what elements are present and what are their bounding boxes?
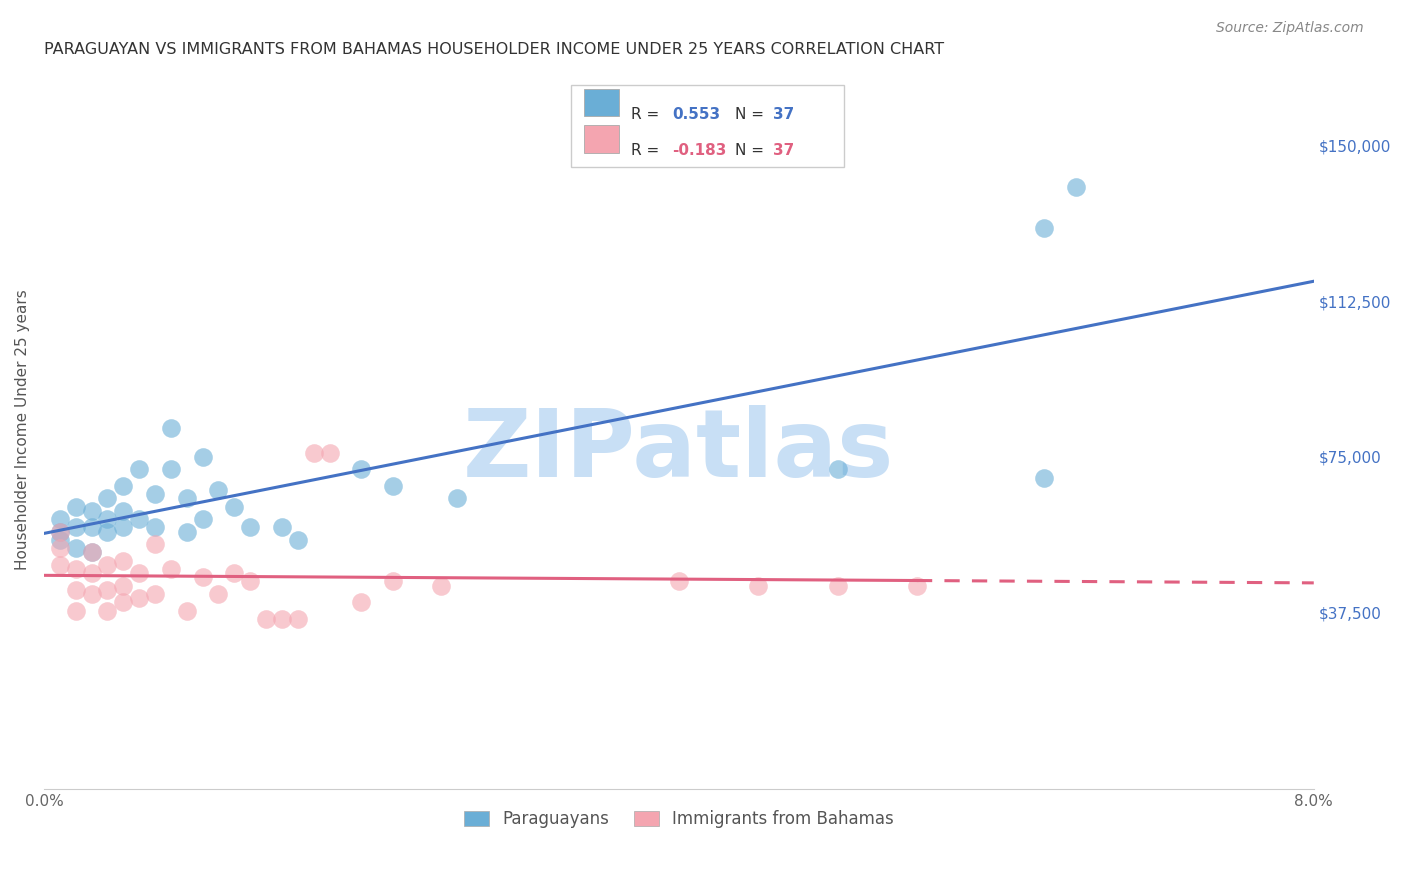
- Point: [112, 520, 135, 534]
- Text: N =: N =: [735, 107, 769, 122]
- Point: [287, 533, 309, 547]
- Text: Source: ZipAtlas.com: Source: ZipAtlas.com: [1216, 21, 1364, 35]
- Point: [254, 612, 277, 626]
- Text: N =: N =: [735, 144, 769, 159]
- Point: [224, 566, 246, 581]
- Point: [65, 520, 87, 534]
- Point: [827, 462, 849, 476]
- Point: [49, 533, 72, 547]
- Point: [49, 541, 72, 556]
- Text: R =: R =: [630, 107, 664, 122]
- Text: PARAGUAYAN VS IMMIGRANTS FROM BAHAMAS HOUSEHOLDER INCOME UNDER 25 YEARS CORRELAT: PARAGUAYAN VS IMMIGRANTS FROM BAHAMAS HO…: [44, 42, 943, 57]
- Point: [160, 462, 183, 476]
- Point: [65, 582, 87, 597]
- Point: [128, 512, 150, 526]
- Point: [382, 574, 405, 589]
- Point: [143, 487, 166, 501]
- Point: [160, 562, 183, 576]
- Point: [80, 545, 103, 559]
- Point: [905, 579, 928, 593]
- Text: -0.183: -0.183: [672, 144, 727, 159]
- Point: [112, 504, 135, 518]
- Point: [128, 462, 150, 476]
- Text: 37: 37: [773, 107, 794, 122]
- Point: [128, 566, 150, 581]
- Point: [65, 541, 87, 556]
- Point: [80, 504, 103, 518]
- Text: ZIPatlas: ZIPatlas: [463, 405, 894, 498]
- Point: [65, 562, 87, 576]
- Point: [239, 520, 262, 534]
- Point: [112, 579, 135, 593]
- Point: [143, 587, 166, 601]
- Point: [176, 603, 198, 617]
- Point: [160, 421, 183, 435]
- Bar: [583, 89, 619, 116]
- Point: [112, 595, 135, 609]
- Point: [143, 520, 166, 534]
- Y-axis label: Householder Income Under 25 years: Householder Income Under 25 years: [15, 289, 30, 570]
- Text: 0.553: 0.553: [672, 107, 721, 122]
- Point: [176, 491, 198, 506]
- Point: [65, 603, 87, 617]
- Legend: Paraguayans, Immigrants from Bahamas: Paraguayans, Immigrants from Bahamas: [457, 804, 901, 835]
- Point: [96, 603, 118, 617]
- Point: [112, 554, 135, 568]
- Point: [80, 520, 103, 534]
- Point: [96, 524, 118, 539]
- Point: [350, 462, 373, 476]
- Point: [143, 537, 166, 551]
- Point: [207, 587, 229, 601]
- Point: [318, 445, 340, 459]
- Point: [176, 524, 198, 539]
- Point: [668, 574, 690, 589]
- Point: [747, 579, 769, 593]
- Point: [350, 595, 373, 609]
- Point: [271, 612, 294, 626]
- Point: [302, 445, 325, 459]
- Point: [1064, 179, 1087, 194]
- Point: [49, 524, 72, 539]
- Point: [112, 479, 135, 493]
- FancyBboxPatch shape: [571, 85, 844, 168]
- Point: [429, 579, 451, 593]
- Point: [827, 579, 849, 593]
- Point: [128, 591, 150, 606]
- Point: [191, 450, 214, 464]
- Point: [1032, 221, 1054, 235]
- Point: [80, 566, 103, 581]
- Point: [49, 558, 72, 572]
- Point: [382, 479, 405, 493]
- Point: [287, 612, 309, 626]
- Point: [49, 512, 72, 526]
- Point: [96, 582, 118, 597]
- Point: [191, 570, 214, 584]
- Point: [239, 574, 262, 589]
- Point: [65, 500, 87, 514]
- Text: R =: R =: [630, 144, 664, 159]
- Bar: [583, 125, 619, 153]
- Point: [271, 520, 294, 534]
- Point: [1032, 470, 1054, 484]
- Point: [96, 558, 118, 572]
- Point: [80, 545, 103, 559]
- Point: [224, 500, 246, 514]
- Text: 37: 37: [773, 144, 794, 159]
- Point: [80, 587, 103, 601]
- Point: [96, 491, 118, 506]
- Point: [49, 524, 72, 539]
- Point: [96, 512, 118, 526]
- Point: [207, 483, 229, 497]
- Point: [191, 512, 214, 526]
- Point: [446, 491, 468, 506]
